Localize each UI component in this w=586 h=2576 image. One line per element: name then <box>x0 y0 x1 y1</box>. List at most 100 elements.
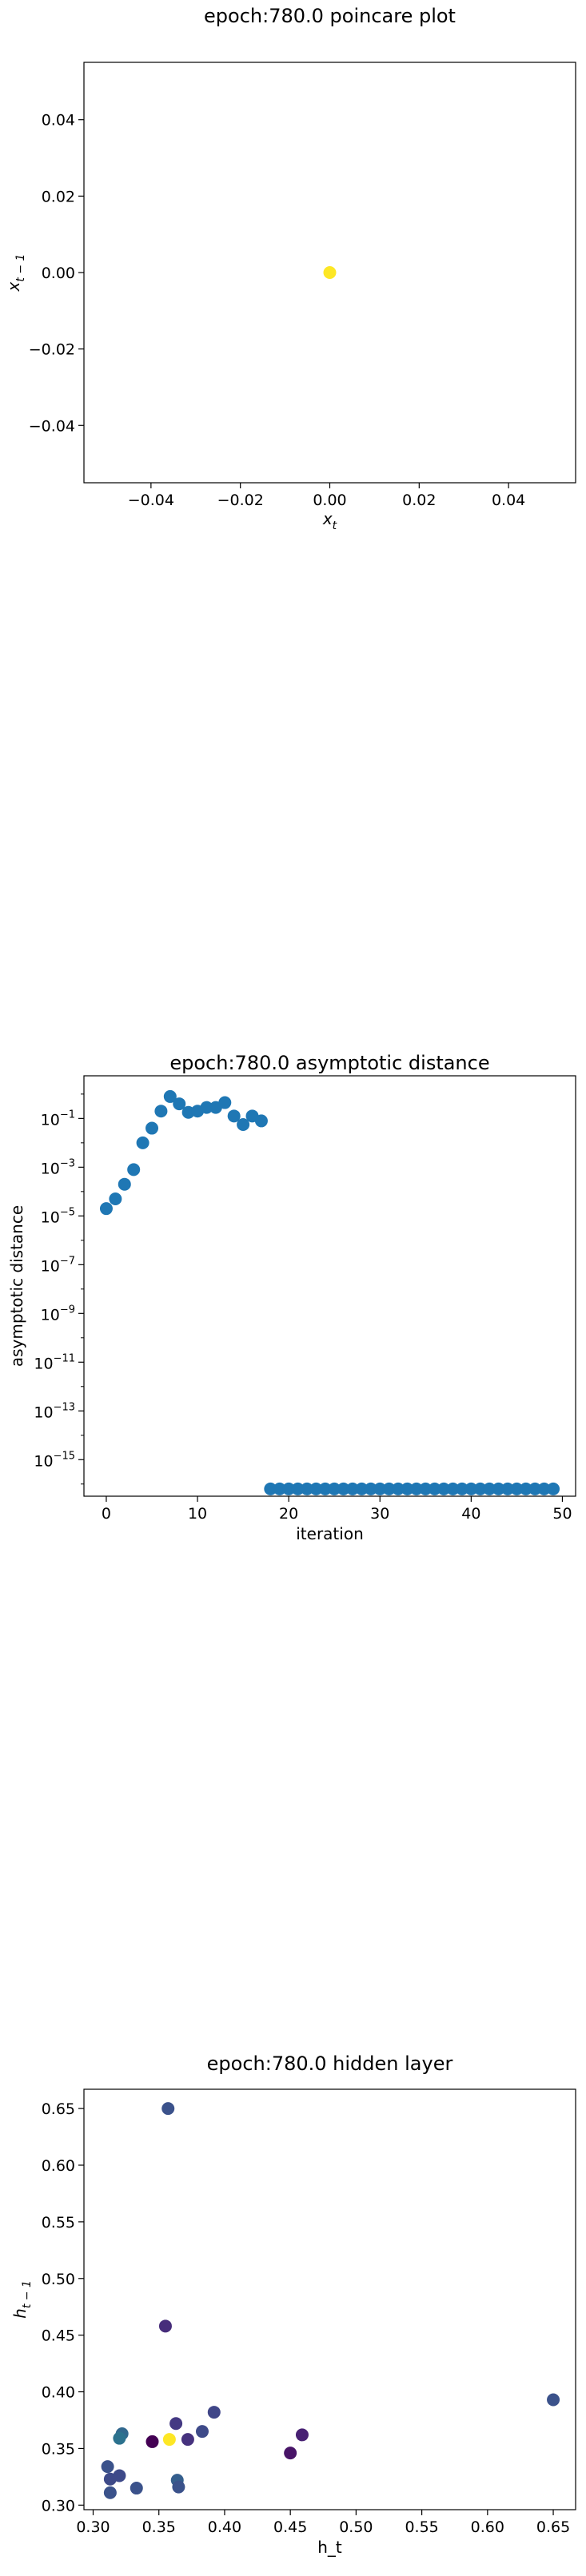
asymptotic-point <box>328 1482 341 1495</box>
hidden-layer-point <box>101 2460 114 2474</box>
asymptotic-ytick-label: 10−15 <box>34 1450 75 1470</box>
asymptotic-point <box>154 1105 168 1118</box>
hidden-layer-point <box>158 2319 172 2333</box>
asymptotic-point <box>291 1482 305 1495</box>
hidden-layer-point <box>172 2480 185 2494</box>
poincare-xtick-label: −0.04 <box>128 492 174 509</box>
asymptotic-point <box>163 1089 177 1103</box>
asymptotic-ytick-label: 10−7 <box>41 1255 75 1275</box>
asymptotic-point <box>264 1482 277 1495</box>
hidden-layer-xtick-label: 0.40 <box>208 2518 241 2536</box>
asymptotic-point <box>483 1482 496 1495</box>
poincare-ytick-label: 0.02 <box>42 188 75 205</box>
asymptotic-point <box>346 1482 360 1495</box>
poincare-xtick-label: 0.00 <box>313 492 346 509</box>
asymptotic-point <box>254 1114 268 1128</box>
hidden-layer-ytick-label: 0.50 <box>42 2271 75 2288</box>
hidden-layer-point <box>162 2433 176 2447</box>
asymptotic-point <box>200 1101 213 1114</box>
hidden-layer-ylabel: ht − 1 <box>10 2280 34 2319</box>
asymptotic-xtick-label: 40 <box>461 1505 480 1523</box>
asymptotic-distance-chart: epoch:780.0 asymptotic distance 0 10 20 30 40… <box>7 1052 576 1543</box>
hidden-layer-title: epoch:780.0 hidden layer <box>207 2052 453 2075</box>
asymptotic-xlabel: iteration <box>296 1524 364 1543</box>
asymptotic-point <box>99 1202 113 1216</box>
poincare-ytick-label: −0.02 <box>29 341 75 359</box>
asymptotic-point <box>237 1117 250 1131</box>
asymptotic-point <box>401 1482 414 1495</box>
asymptotic-title: epoch:780.0 asymptotic distance <box>169 1052 489 1074</box>
asymptotic-point <box>127 1163 141 1177</box>
asymptotic-point <box>419 1482 433 1495</box>
asymptotic-ytick-label: 10−5 <box>41 1206 75 1226</box>
asymptotic-point <box>464 1482 478 1495</box>
asymptotic-point <box>519 1482 532 1495</box>
hidden-layer-ytick-label: 0.30 <box>42 2497 75 2514</box>
hidden-layer-chart: epoch:780.0 hidden layer 0.30 0.35 0.40 0.45… <box>10 2052 576 2557</box>
asymptotic-point <box>500 1482 514 1495</box>
asymptotic-point <box>510 1482 524 1495</box>
poincare-xtick-label: 0.02 <box>402 492 436 509</box>
hidden-layer-xtick-label: 0.55 <box>405 2518 438 2536</box>
asymptotic-xtick-label: 0 <box>102 1505 111 1523</box>
hidden-layer-point <box>207 2406 221 2419</box>
hidden-layer-xtick-label: 0.60 <box>471 2518 504 2536</box>
asymptotic-ytick-label: 10−3 <box>41 1157 75 1177</box>
hidden-layer-point <box>169 2417 183 2431</box>
hidden-layer-point <box>195 2425 209 2439</box>
hidden-layer-point <box>103 2472 117 2486</box>
hidden-layer-point <box>146 2435 159 2448</box>
hidden-layer-ytick-label: 0.40 <box>42 2384 75 2402</box>
asymptotic-point <box>382 1482 396 1495</box>
asymptotic-point <box>300 1482 313 1495</box>
hidden-layer-point <box>181 2433 194 2447</box>
poincare-ytick-label: 0.00 <box>42 265 75 282</box>
hidden-layer-point <box>547 2393 560 2407</box>
hidden-layer-ytick-label: 0.55 <box>42 2214 75 2232</box>
asymptotic-xtick-label: 30 <box>370 1505 389 1523</box>
poincare-chart: epoch:780.0 poincare plot −0.04 −0.02 0.00 0… <box>4 5 576 532</box>
asymptotic-ytick-label: 10−1 <box>41 1109 75 1129</box>
asymptotic-point <box>173 1097 186 1111</box>
poincare-xlabel: xt <box>322 509 337 532</box>
asymptotic-point <box>537 1482 551 1495</box>
asymptotic-point <box>373 1482 387 1495</box>
hidden-layer-ytick-label: 0.35 <box>42 2440 75 2458</box>
asymptotic-point <box>136 1136 149 1149</box>
asymptotic-point <box>473 1482 487 1495</box>
asymptotic-point <box>227 1109 241 1123</box>
hidden-layer-point <box>103 2486 117 2499</box>
asymptotic-point <box>355 1482 369 1495</box>
asymptotic-xtick-label: 20 <box>279 1505 298 1523</box>
asymptotic-point <box>118 1177 131 1191</box>
hidden-layer-ytick-label: 0.45 <box>42 2327 75 2345</box>
asymptotic-point <box>547 1482 560 1495</box>
hidden-layer-xtick-label: 0.35 <box>142 2518 176 2536</box>
hidden-layer-xtick-label: 0.45 <box>273 2518 307 2536</box>
hidden-layer-point <box>113 2431 126 2445</box>
poincare-ytick-label: −0.04 <box>29 417 75 435</box>
asymptotic-point <box>337 1482 350 1495</box>
asymptotic-axes-frame <box>83 1075 576 1497</box>
asymptotic-point <box>528 1482 542 1495</box>
asymptotic-point <box>437 1482 451 1495</box>
poincare-xtick-label: 0.04 <box>492 492 525 509</box>
hidden-layer-point <box>295 2428 309 2442</box>
asymptotic-point <box>492 1482 505 1495</box>
asymptotic-point <box>109 1192 122 1205</box>
hidden-layer-axes-frame <box>83 2088 576 2510</box>
hidden-layer-point <box>130 2482 143 2495</box>
asymptotic-point <box>146 1121 159 1135</box>
hidden-layer-point <box>284 2447 297 2460</box>
asymptotic-ytick-label: 10−11 <box>34 1352 75 1372</box>
asymptotic-point <box>455 1482 468 1495</box>
hidden-layer-point <box>161 2102 175 2116</box>
asymptotic-point <box>309 1482 323 1495</box>
asymptotic-point <box>446 1482 460 1495</box>
asymptotic-ytick-label: 10−9 <box>41 1304 75 1324</box>
asymptotic-ytick-label: 10−13 <box>34 1401 75 1421</box>
asymptotic-ylabel: asymptotic distance <box>7 1205 26 1367</box>
asymptotic-point <box>218 1096 232 1109</box>
hidden-layer-xlabel: h_t <box>317 2538 342 2557</box>
